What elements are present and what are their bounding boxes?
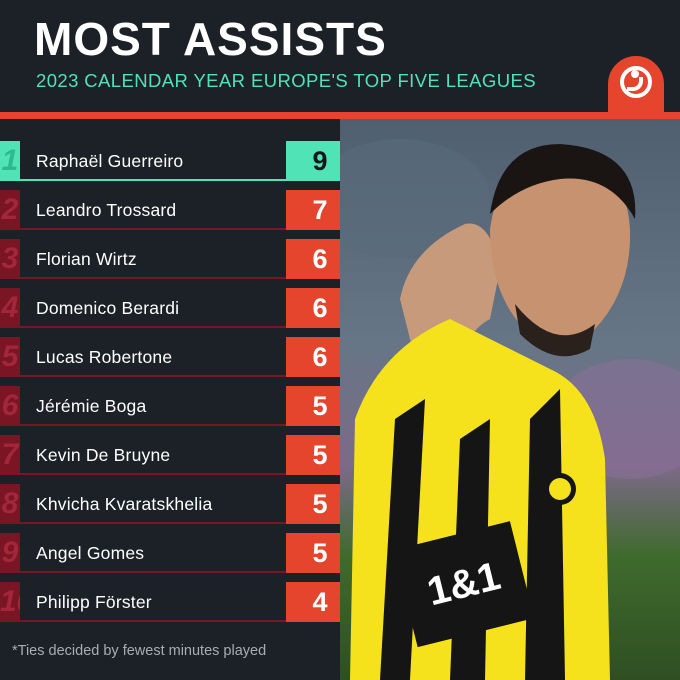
player-name: Kevin De Bruyne [36,445,171,465]
leaderboard-row: 2 Leandro Trossard 7 [0,190,354,230]
leaderboard-row: 8 Khvicha Kvaratskhelia 5 [0,484,354,524]
shirt-stripe [525,389,565,680]
shirt-sponsor: 1&1 [393,521,535,648]
player-name: Jérémie Boga [36,396,147,416]
leaderboard-row: 7 Kevin De Bruyne 5 [0,435,354,475]
player-name: Khvicha Kvaratskhelia [36,494,213,514]
sponsor-box [393,521,535,648]
row-divider [20,571,286,573]
row-divider [20,424,286,426]
rank-number: 3 [0,239,20,279]
leaderboard-row: 9 Angel Gomes 5 [0,533,354,573]
row-divider [20,277,286,279]
player-name: Domenico Berardi [36,298,180,318]
leaderboard-row: 4 Domenico Berardi 6 [0,288,354,328]
rank-number: 5 [0,337,20,377]
rank-number: 2 [0,190,20,230]
player-photo: 1&1 [340,119,680,680]
rank-number: 10 [0,582,20,622]
logo-ring-icon [620,66,652,98]
crowd-blur [340,139,490,259]
rank-number: 6 [0,386,20,426]
leaderboard-row: 6 Jérémie Boga 5 [0,386,354,426]
leaderboard-row: 10 Philipp Förster 4 [0,582,354,622]
player-name: Raphaël Guerreiro [36,151,184,171]
player-beard [515,304,595,357]
leaderboard-row: 5 Lucas Robertone 6 [0,337,354,377]
player-name: Angel Gomes [36,543,145,563]
player-name: Florian Wirtz [36,249,137,269]
club-crest-inner [549,478,571,500]
header: MOST ASSISTS 2023 CALENDAR YEAR EUROPE'S… [0,0,680,112]
leaderboard-row: 1 Raphaël Guerreiro 9 [0,141,354,181]
player-illustration: 1&1 [340,139,680,680]
rank-number: 4 [0,288,20,328]
row-divider [20,228,286,230]
footnote: *Ties decided by fewest minutes played [12,643,267,659]
row-divider [20,522,286,524]
rank-number: 1 [0,141,20,181]
row-divider [20,326,286,328]
header-divider [0,112,680,119]
leaderboard-row: 3 Florian Wirtz 6 [0,239,354,279]
logo-swirl-icon [627,77,643,91]
page-title: MOST ASSISTS [34,13,387,65]
player-face [490,154,631,341]
row-divider [20,375,286,377]
row-divider [20,473,286,475]
page-subtitle: 2023 CALENDAR YEAR EUROPE'S TOP FIVE LEA… [36,70,536,91]
logo-dot-icon [631,70,639,78]
player-hair [490,144,636,219]
row-divider [20,179,286,181]
player-name: Lucas Robertone [36,347,173,367]
row-divider [20,620,286,622]
player-name: Leandro Trossard [36,200,177,220]
rank-number: 9 [0,533,20,573]
rank-number: 8 [0,484,20,524]
player-name: Philipp Förster [36,592,152,612]
assists-leaderboard: 1 Raphaël Guerreiro 9 2 Leandro Trossard… [0,119,354,680]
brand-logo [608,56,664,112]
rank-number: 7 [0,435,20,475]
